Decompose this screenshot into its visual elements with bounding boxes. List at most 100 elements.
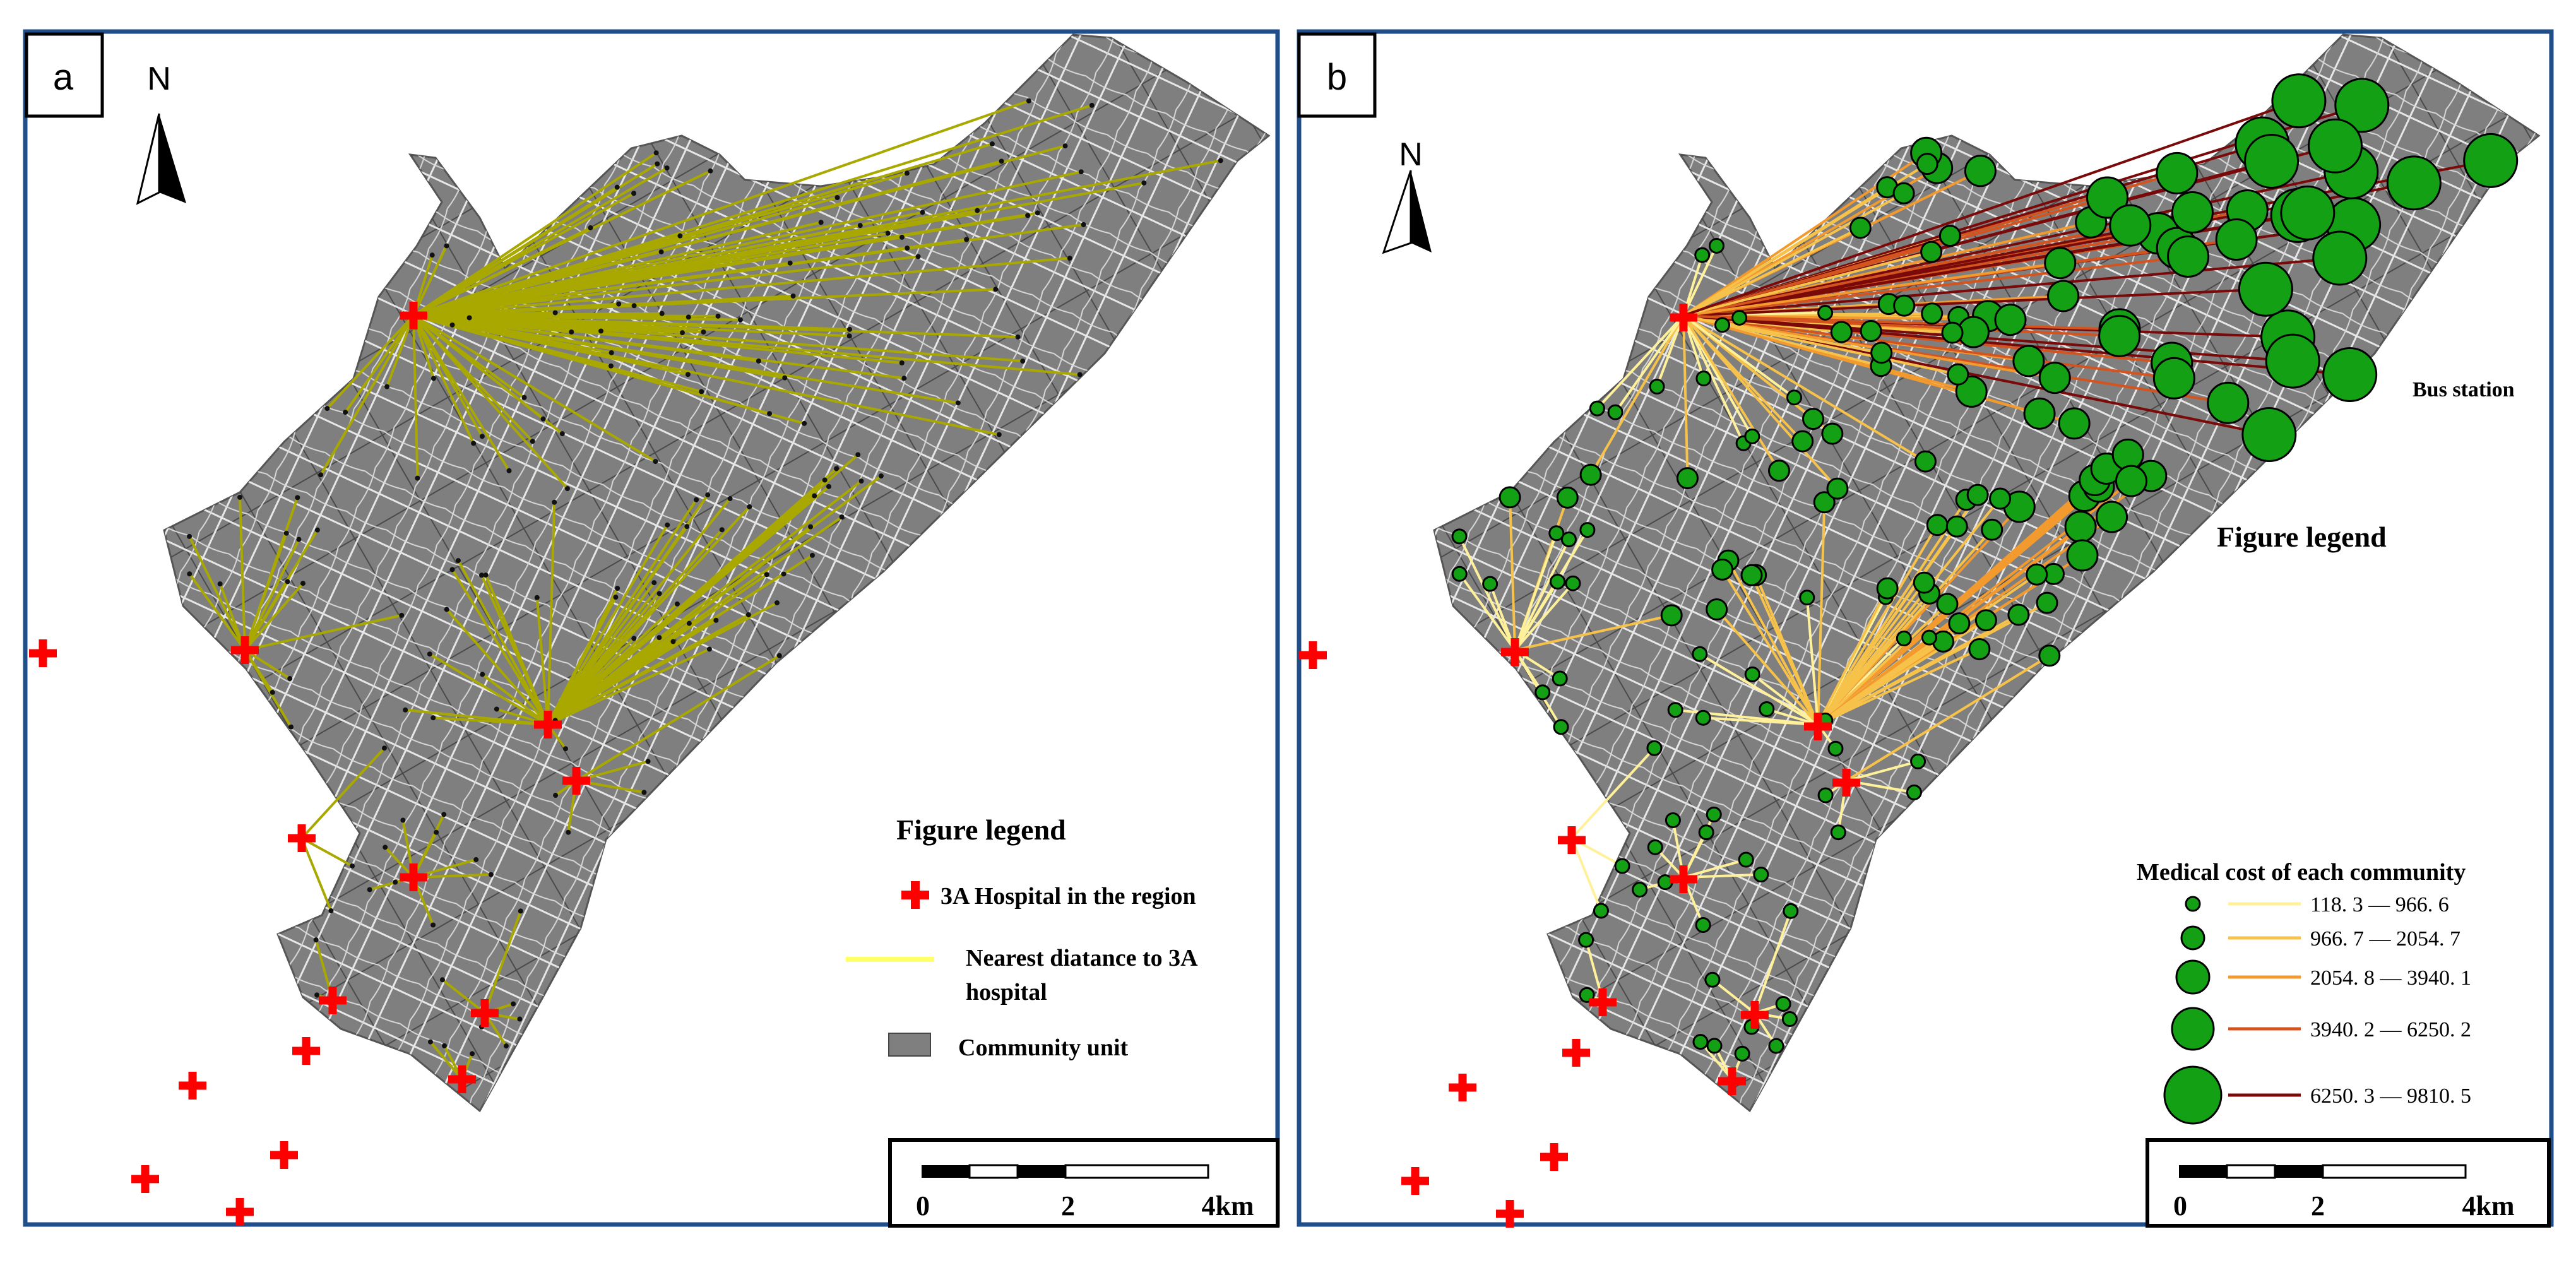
- cost-line: [1817, 588, 1889, 725]
- community-cost-circle: [2463, 133, 2519, 188]
- community-centroid: [441, 812, 447, 817]
- community-centroid: [656, 591, 662, 596]
- cost-line: [1683, 288, 2266, 317]
- community-centroid: [1025, 213, 1031, 218]
- community-centroid: [857, 223, 863, 228]
- hospital-marker-icon: [131, 1165, 159, 1193]
- cost-line: [1766, 708, 1819, 726]
- distance-line: [413, 314, 1023, 363]
- community-cost-circle: [1981, 518, 2003, 541]
- community-centroid: [855, 452, 861, 458]
- distance-line: [547, 528, 723, 726]
- hospital-marker-icon: [1718, 1067, 1746, 1095]
- community-cost-circle: [2109, 204, 2152, 247]
- community-centroid: [899, 234, 905, 240]
- community-centroid: [314, 527, 320, 533]
- distance-line: [547, 497, 732, 726]
- cost-line: [1754, 910, 1792, 1014]
- community-centroid: [631, 303, 637, 309]
- cost-class-circle-icon: [2185, 896, 2201, 912]
- hospital-marker-icon: [1670, 865, 1697, 893]
- community-cost-circle: [2115, 465, 2147, 497]
- hospital-marker-icon: [270, 1141, 298, 1169]
- community-centroid: [989, 141, 995, 147]
- community-cost-circle: [1665, 812, 1681, 828]
- community-centroid: [566, 829, 571, 835]
- cost-line: [1570, 747, 1656, 839]
- community-centroid: [651, 580, 657, 586]
- distance-line: [412, 814, 446, 878]
- distance-line: [451, 569, 549, 726]
- distance-line: [413, 251, 662, 317]
- community-centroid: [834, 194, 840, 200]
- panel-b: b N Bus station Figure legend Medical co…: [1297, 29, 2554, 1228]
- community-cost-circle: [1938, 225, 1961, 247]
- hospitals-a: [29, 302, 590, 1226]
- distance-line: [547, 602, 778, 726]
- community-centroid: [699, 389, 704, 394]
- hospital-marker-icon: [471, 999, 499, 1027]
- cost-line: [1683, 99, 2300, 317]
- nearest-distance-lines: [188, 99, 1221, 1081]
- community-cost-circle: [2038, 362, 2071, 394]
- distance-line: [412, 315, 419, 478]
- community-cost-circle: [1826, 477, 1849, 500]
- community-centroid: [781, 571, 786, 577]
- cost-line: [1817, 528, 1993, 726]
- community-cost-circle: [1936, 593, 1959, 615]
- community-centroid: [1077, 372, 1083, 377]
- community-cost-circle: [1676, 467, 1699, 490]
- community-cost-circle: [2066, 539, 2099, 572]
- community-cost-circle: [1910, 753, 1926, 769]
- community-centroid: [826, 483, 831, 489]
- community-centroid: [1026, 98, 1031, 104]
- medical-cost-circles: [1451, 73, 2519, 1062]
- cost-line: [1817, 619, 1987, 726]
- community-centroid: [237, 494, 243, 500]
- cost-line: [1817, 497, 2002, 726]
- cost-line: [1682, 314, 1839, 490]
- community-centroid: [964, 237, 970, 242]
- community-cost-circle: [1753, 867, 1769, 883]
- cost-line: [1805, 597, 1819, 725]
- distance-line: [547, 648, 710, 726]
- cost-class-circle-icon: [2180, 925, 2205, 951]
- community-cost-circle: [1830, 824, 1846, 841]
- cost-class-label: 6250. 3 — 9810. 5: [2310, 1084, 2471, 1108]
- distance-line: [218, 583, 246, 651]
- community-centroid: [403, 707, 408, 713]
- community-centroid: [1062, 143, 1068, 149]
- cost-line: [1682, 245, 1718, 316]
- legend-community: Community unit: [958, 1035, 1129, 1061]
- distance-line: [484, 910, 522, 1014]
- distance-line: [547, 453, 859, 726]
- community-centroid: [901, 376, 907, 381]
- community-centroid: [653, 459, 658, 465]
- community-cost-circle: [1775, 995, 1791, 1012]
- panel-a-label: a: [53, 57, 74, 98]
- cost-line: [1514, 582, 1574, 651]
- community-cost-circle: [1499, 486, 1521, 509]
- community-centroid: [1218, 158, 1223, 163]
- distance-line: [386, 315, 415, 388]
- community-cost-circle: [1694, 247, 1711, 263]
- community-centroid: [471, 441, 477, 446]
- hospital-marker-icon: [1496, 1200, 1524, 1228]
- hospital-marker-icon: [226, 1198, 254, 1226]
- community-centroid: [846, 333, 852, 339]
- hospital-marker-icon: [288, 824, 316, 852]
- cost-line: [1817, 502, 1826, 725]
- community-cost-circle: [1706, 1038, 1723, 1054]
- community-centroid: [767, 411, 773, 417]
- distance-line: [244, 649, 292, 728]
- north-label: N: [147, 61, 171, 97]
- community-centroid: [677, 233, 683, 239]
- community-cost-circle: [1692, 1034, 1709, 1050]
- community-cost-circle: [1921, 302, 1944, 325]
- community-centroid: [719, 527, 725, 533]
- community-cost-circle: [1947, 363, 1969, 386]
- cost-line: [1514, 538, 1570, 651]
- community-cost-circle: [1646, 740, 1663, 756]
- community-centroid: [705, 492, 711, 498]
- community-cost-circle: [1708, 237, 1724, 254]
